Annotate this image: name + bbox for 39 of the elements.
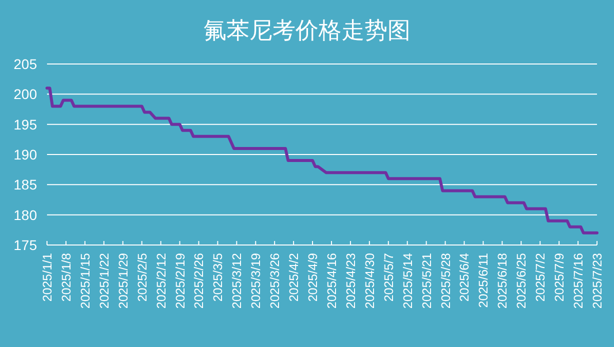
y-tick-label: 205 (14, 56, 38, 72)
x-tick-label: 2025/4/30 (362, 252, 377, 309)
x-tick-label: 2025/3/12 (230, 252, 244, 309)
x-tick-label: 2025/1/15 (78, 252, 92, 309)
x-tick-label: 2025/1/8 (59, 252, 74, 302)
y-tick-label: 195 (14, 116, 38, 132)
x-tick-label: 2025/3/19 (249, 252, 264, 309)
x-tick-label: 2025/1/29 (116, 252, 130, 309)
x-tick-label: 2025/1/22 (97, 252, 112, 309)
x-tick-label: 2025/5/14 (400, 252, 415, 309)
x-tick-label: 2025/3/5 (211, 252, 226, 302)
chart-title: 氟苯尼考价格走势图 (204, 18, 410, 43)
x-tick-label: 2025/7/2 (534, 252, 548, 302)
x-tick-label: 2025/5/7 (382, 252, 396, 302)
y-tick-label: 175 (14, 237, 38, 253)
x-tick-label: 2025/4/16 (324, 252, 339, 309)
x-tick-label: 2025/4/9 (306, 252, 320, 302)
x-tick-label: 2025/6/18 (496, 252, 510, 309)
x-tick-label: 2025/3/26 (268, 252, 282, 309)
x-tick-label: 2025/5/21 (420, 252, 434, 309)
x-tick-label: 2025/2/19 (173, 252, 188, 309)
x-tick-label: 2025/4/23 (344, 252, 358, 309)
x-tick-label: 2025/6/25 (514, 252, 529, 309)
x-tick-label: 2025/2/12 (154, 252, 168, 309)
x-tick-label: 2025/6/4 (458, 252, 472, 302)
x-tick-label: 2025/2/5 (135, 252, 150, 302)
x-tick-label: 2025/6/11 (476, 252, 491, 308)
line-series (46, 86, 598, 234)
y-tick-label: 180 (14, 206, 38, 223)
x-tick-label: 2025/7/9 (552, 252, 567, 302)
x-tick-label: 2025/7/16 (572, 252, 586, 309)
y-tick-label: 185 (14, 176, 38, 193)
x-tick-label: 2025/4/2 (287, 252, 302, 302)
y-tick-label: 200 (14, 86, 38, 102)
x-tick-label: 2025/7/23 (590, 252, 604, 309)
x-tick-label: 2025/2/26 (192, 252, 206, 309)
y-tick-label: 190 (14, 146, 38, 162)
x-tick-label: 2025/5/28 (438, 252, 453, 309)
x-tick-label: 2025/1/1 (40, 252, 54, 302)
